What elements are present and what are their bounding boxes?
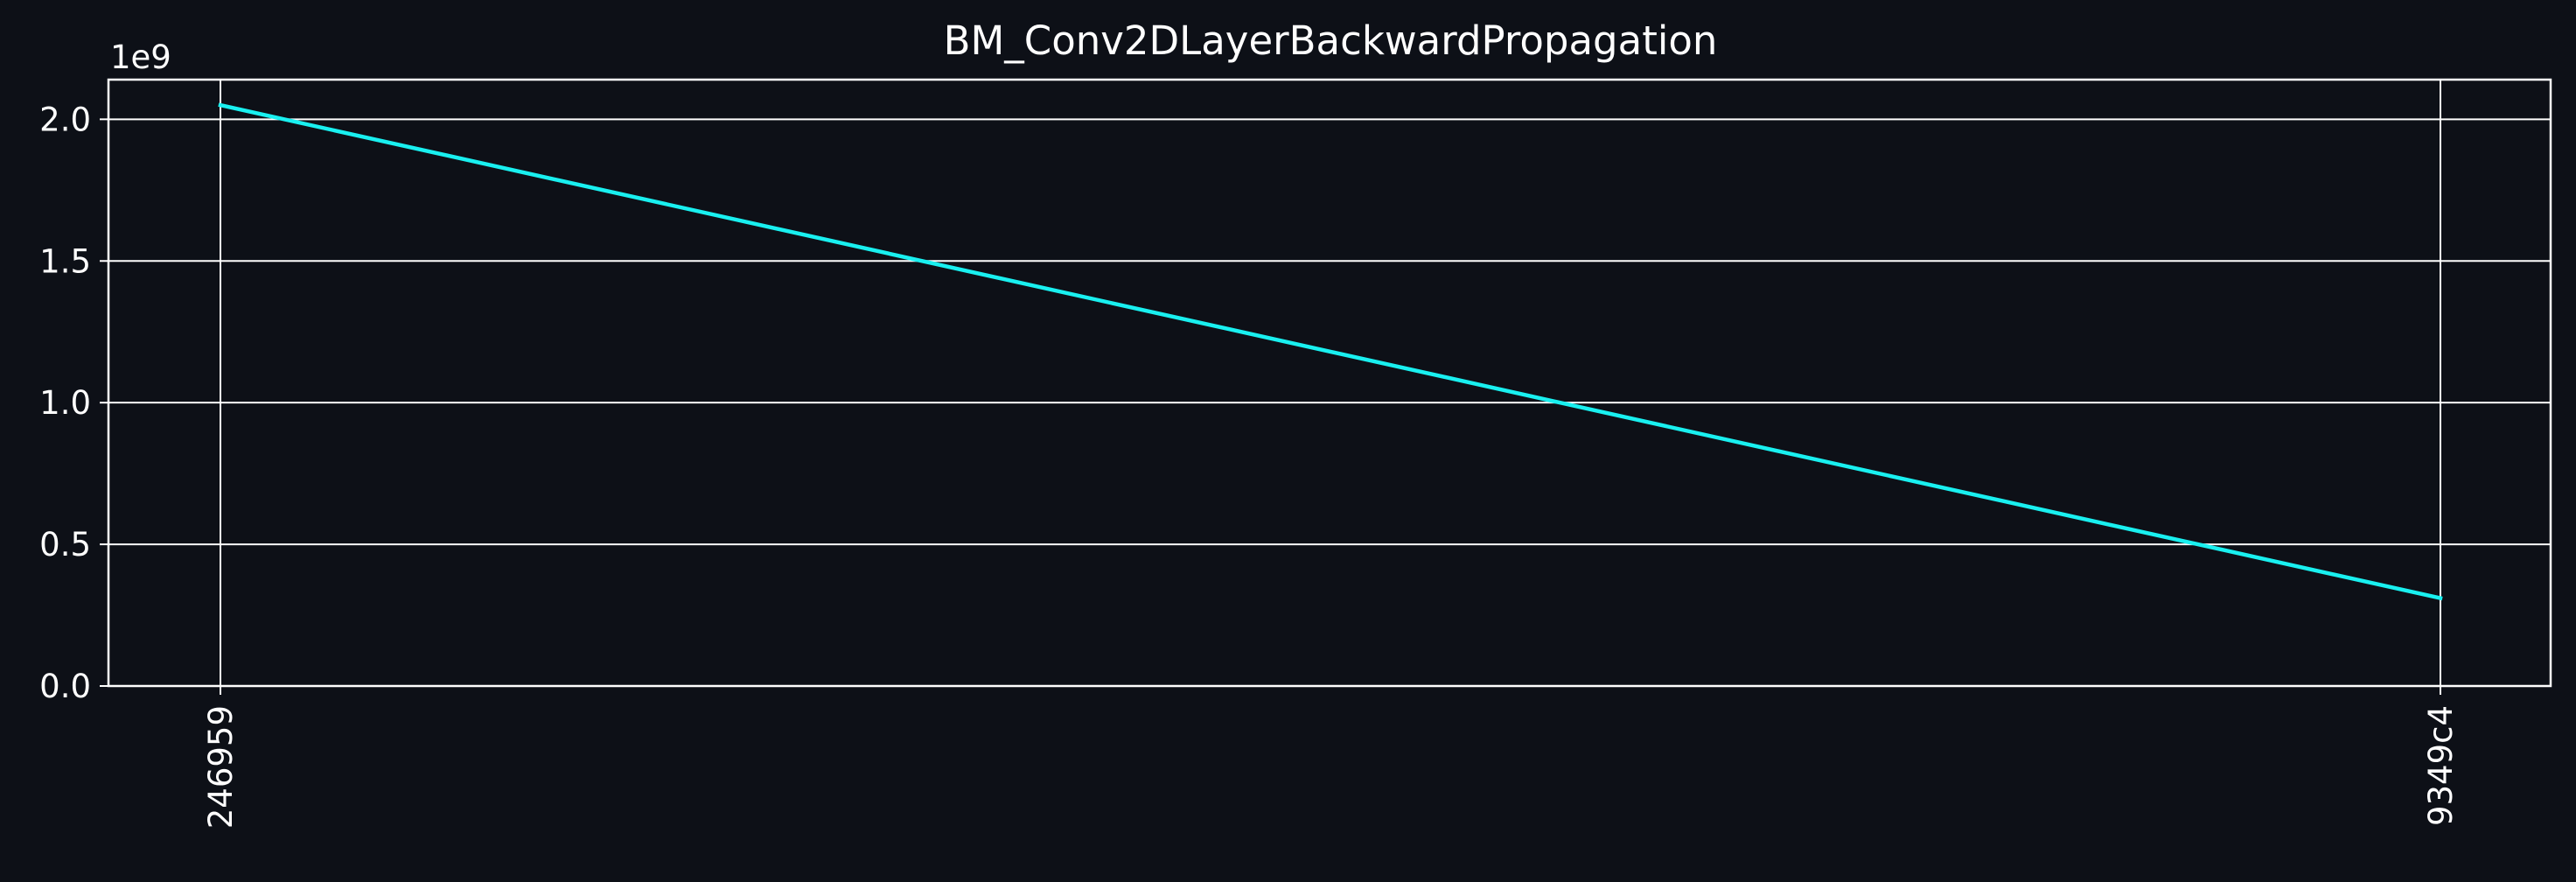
x-axis-ticks: 246959 9349c4 xyxy=(202,686,2460,829)
x-tick-label: 9349c4 xyxy=(2422,705,2460,826)
y-axis-ticks: 0.0 0.5 1.0 1.5 2.0 xyxy=(39,101,108,705)
series-line xyxy=(218,102,2443,601)
y-offset-label: 1e9 xyxy=(110,38,171,76)
series-layer xyxy=(218,102,2443,601)
chart-title: BM_Conv2DLayerBackwardPropagation xyxy=(944,18,1718,64)
x-tick-label: 246959 xyxy=(202,705,240,829)
axes-frame xyxy=(107,78,2552,688)
y-tick-label: 0.0 xyxy=(39,668,91,705)
y-tick-label: 0.5 xyxy=(39,526,91,564)
plot-frame xyxy=(107,78,2552,688)
y-tick-label: 2.0 xyxy=(39,101,91,138)
y-tick-label: 1.5 xyxy=(39,242,91,280)
y-tick-label: 1.0 xyxy=(39,384,91,422)
